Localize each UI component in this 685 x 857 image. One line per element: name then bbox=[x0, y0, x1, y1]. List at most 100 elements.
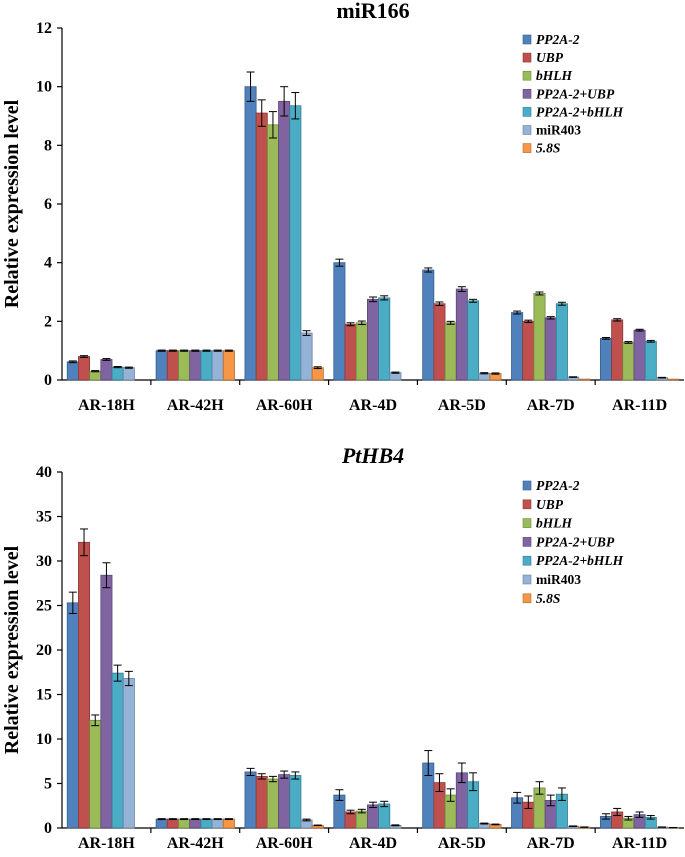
bar-pp2a-2-ubp bbox=[455, 288, 468, 381]
bar-bhlh bbox=[622, 342, 635, 381]
bar-bhlh bbox=[178, 818, 191, 829]
bar-bhlh bbox=[266, 778, 279, 829]
bar-pp2a-2 bbox=[66, 602, 79, 829]
bar-ubp bbox=[255, 775, 268, 829]
bar-pp2a-2-ubp bbox=[366, 804, 379, 829]
y-tick-label: 6 bbox=[44, 196, 52, 213]
bar-pp2a-2 bbox=[422, 269, 435, 381]
bar-pp2a-2-bhlh bbox=[555, 303, 568, 381]
chart-0: miR166 Relative expression level 0 2 4 6 8 10 12… bbox=[1, 0, 684, 414]
x-tick-label: AR-11D bbox=[612, 397, 667, 414]
y-tick-label: 25 bbox=[36, 598, 52, 615]
legend-swatch bbox=[522, 70, 532, 81]
x-tick-label: AR-4D bbox=[349, 835, 397, 852]
y-tick-label: 10 bbox=[36, 79, 52, 96]
bar-mir403 bbox=[300, 332, 313, 381]
y-tick-label: 15 bbox=[36, 687, 52, 704]
legend-label: PP2A-2+UBP bbox=[536, 86, 615, 101]
bar-pp2a-2 bbox=[244, 771, 257, 829]
y-tick-label: 20 bbox=[36, 642, 52, 659]
bar-pp2a-2-bhlh bbox=[644, 340, 657, 381]
bar-pp2a-2 bbox=[155, 350, 168, 381]
legend-label: PP2A-2+bHLH bbox=[536, 104, 624, 119]
bar-5-8s bbox=[222, 818, 235, 829]
legend-label: 5.8S bbox=[536, 141, 560, 156]
bar-pp2a-2-bhlh bbox=[289, 105, 302, 381]
bar-bhlh bbox=[89, 719, 102, 829]
x-tick-label: AR-4D bbox=[349, 397, 397, 414]
legend-label: miR403 bbox=[536, 572, 581, 587]
x-tick-label: AR-5D bbox=[438, 835, 486, 852]
x-tick-label: AR-7D bbox=[527, 835, 575, 852]
bar-5-8s bbox=[311, 367, 324, 381]
bar-ubp bbox=[522, 320, 535, 381]
legend-swatch bbox=[522, 52, 532, 63]
y-tick-label: 4 bbox=[44, 255, 52, 272]
bar-ubp bbox=[344, 811, 357, 829]
legend-label: PP2A-2+UBP bbox=[536, 534, 615, 549]
legend-swatch bbox=[522, 34, 532, 45]
bar-pp2a-2-ubp bbox=[633, 329, 646, 381]
bar-pp2a-2-ubp bbox=[544, 317, 557, 381]
bar-pp2a-2-ubp bbox=[189, 818, 202, 829]
x-tick-label: AR-7D bbox=[527, 397, 575, 414]
legend: PP2A-2 UBP bHLH PP2A-2+UBP PP2A-2+bHLH miR403… bbox=[522, 32, 624, 156]
x-tick-label: AR-60H bbox=[256, 835, 313, 852]
legend-swatch bbox=[522, 518, 532, 528]
bar-pp2a-2-ubp bbox=[100, 574, 113, 829]
bar-mir403 bbox=[122, 678, 135, 829]
bar-pp2a-2-bhlh bbox=[378, 803, 391, 829]
bar-bhlh bbox=[89, 370, 102, 381]
legend-label: bHLH bbox=[536, 516, 572, 531]
y-tick-label: 2 bbox=[44, 313, 52, 330]
legend-swatch bbox=[522, 107, 532, 117]
bar-pp2a-2-bhlh bbox=[467, 300, 480, 381]
bar-ubp bbox=[78, 541, 91, 829]
bar-ubp bbox=[78, 356, 91, 381]
bar-ubp bbox=[166, 818, 179, 829]
bar-5-8s bbox=[222, 350, 235, 381]
bar-pp2a-2 bbox=[155, 818, 168, 829]
bar-ubp bbox=[255, 112, 268, 381]
legend-swatch bbox=[522, 555, 532, 566]
bar-ubp bbox=[433, 303, 446, 381]
bar-pp2a-2 bbox=[66, 361, 79, 381]
bar-bhlh bbox=[266, 124, 279, 381]
legend-swatch bbox=[522, 499, 532, 510]
legend-swatch bbox=[522, 537, 532, 547]
bar-pp2a-2-bhlh bbox=[111, 672, 124, 829]
legend-swatch bbox=[522, 480, 532, 491]
bar-mir403 bbox=[211, 350, 224, 381]
y-tick-label: 0 bbox=[44, 372, 52, 389]
bar-pp2a-2-bhlh bbox=[111, 366, 124, 381]
y-axis-label: Relative expression level bbox=[1, 99, 23, 308]
legend-swatch bbox=[522, 593, 532, 604]
bar-pp2a-2-bhlh bbox=[200, 818, 213, 829]
legend-label: PP2A-2 bbox=[536, 32, 580, 47]
legend-label: UBP bbox=[536, 50, 564, 65]
bar-bhlh bbox=[355, 322, 368, 381]
bar-pp2a-2-ubp bbox=[100, 359, 113, 381]
bar-ubp bbox=[611, 319, 624, 381]
y-tick-label: 0 bbox=[44, 820, 52, 837]
legend-swatch bbox=[522, 143, 532, 153]
bar-mir403 bbox=[211, 818, 224, 829]
y-tick-label: 12 bbox=[36, 20, 52, 37]
bar-pp2a-2-ubp bbox=[278, 100, 291, 381]
chart-title: PtHB4 bbox=[341, 443, 404, 468]
legend-swatch bbox=[522, 574, 532, 585]
y-tick-label: 5 bbox=[44, 776, 52, 793]
x-tick-label: AR-18H bbox=[78, 397, 135, 414]
legend: PP2A-2 UBP bHLH PP2A-2+UBP PP2A-2+bHLH miR403… bbox=[522, 478, 624, 606]
y-tick-label: 35 bbox=[36, 509, 52, 526]
legend-label: miR403 bbox=[536, 123, 581, 138]
bar-bhlh bbox=[444, 322, 457, 381]
bar-pp2a-2-bhlh bbox=[378, 297, 391, 381]
y-tick-label: 10 bbox=[36, 731, 52, 748]
y-tick-label: 30 bbox=[36, 553, 52, 570]
x-tick-label: AR-42H bbox=[167, 835, 224, 852]
bar-pp2a-2-bhlh bbox=[200, 350, 213, 381]
bar-pp2a-2 bbox=[511, 312, 524, 381]
x-tick-label: AR-42H bbox=[167, 397, 224, 414]
